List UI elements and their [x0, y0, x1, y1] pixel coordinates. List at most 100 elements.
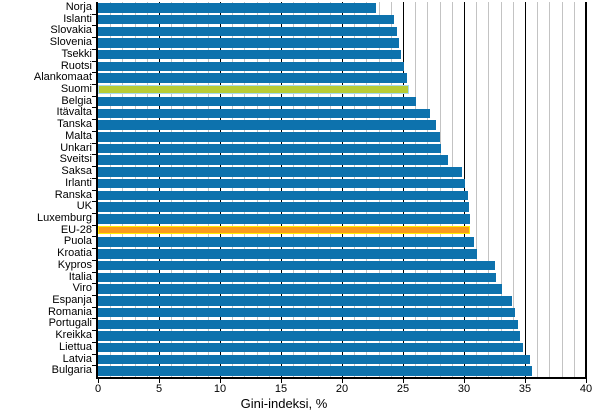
y-label-it-valta: Itävalta: [56, 106, 92, 119]
major-gridline: [403, 2, 404, 377]
bar-espanja: [98, 296, 512, 306]
y-label-viro: Viro: [72, 282, 92, 295]
bar-kypros: [98, 260, 495, 271]
y-axis-tick: [92, 13, 96, 15]
bar-portugali: [98, 319, 518, 330]
y-label-saksa: Saksa: [61, 165, 92, 178]
y-label-latvia: Latvia: [62, 352, 92, 365]
y-label-suomi: Suomi: [60, 83, 92, 96]
y-axis-line: [96, 2, 98, 379]
y-label-puola: Puola: [63, 235, 92, 248]
y-axis-tick: [92, 318, 96, 320]
minor-gridline: [500, 2, 502, 377]
y-axis-tick: [92, 283, 96, 285]
y-axis-tick: [92, 294, 96, 296]
bar-liettua: [98, 342, 523, 353]
y-axis-tick: [92, 37, 96, 39]
bar-uk: [98, 202, 469, 212]
minor-gridline: [476, 2, 478, 377]
x-axis-tick: [586, 379, 587, 383]
minor-gridline: [232, 2, 234, 377]
x-label-35: 35: [518, 383, 532, 395]
y-label-kreikka: Kreikka: [55, 329, 92, 342]
bar-ruotsi: [98, 61, 405, 72]
minor-gridline: [427, 2, 429, 377]
x-axis-tick: [220, 379, 221, 383]
y-axis-tick: [92, 236, 96, 238]
minor-gridline: [512, 2, 514, 377]
major-gridline: [342, 2, 343, 377]
bar-norja: [98, 3, 377, 13]
x-label-10: 10: [213, 383, 227, 395]
y-axis-tick: [92, 25, 96, 27]
y-axis-tick: [92, 330, 96, 332]
minor-gridline: [293, 2, 295, 377]
y-label-irlanti: Irlanti: [65, 176, 92, 189]
bar-latvia: [98, 354, 530, 365]
x-axis-tick: [342, 379, 343, 383]
bar-bulgaria: [98, 366, 533, 376]
x-axis-tick: [525, 379, 526, 383]
y-label-islanti: Islanti: [63, 12, 92, 25]
y-axis-tick: [92, 84, 96, 86]
minor-gridline: [195, 2, 197, 377]
y-axis-tick: [92, 212, 96, 214]
major-gridline: [159, 2, 160, 377]
minor-gridline: [549, 2, 551, 377]
y-axis-tick: [92, 166, 96, 168]
x-axis-line: [96, 377, 587, 379]
bar-belgia: [98, 96, 417, 107]
minor-gridline: [317, 2, 319, 377]
minor-gridline: [561, 2, 563, 377]
bar-irlanti: [98, 178, 466, 189]
x-label-40: 40: [579, 383, 593, 395]
x-label-5: 5: [155, 383, 163, 395]
y-label-sveitsi: Sveitsi: [59, 153, 92, 166]
minor-gridline: [354, 2, 356, 377]
y-label-ranska: Ranska: [54, 188, 92, 201]
y-axis-tick: [92, 224, 96, 226]
y-label-unkari: Unkari: [60, 141, 92, 154]
y-label-tanska: Tanska: [57, 118, 92, 131]
y-label-belgia: Belgia: [61, 94, 92, 107]
minor-gridline: [171, 2, 173, 377]
y-label-slovakia: Slovakia: [50, 24, 92, 37]
x-axis-tick: [281, 379, 282, 383]
minor-gridline: [378, 2, 380, 377]
bar-it-valta: [98, 108, 430, 119]
y-label-tsekki: Tsekki: [61, 47, 92, 60]
bar-malta: [98, 132, 440, 142]
x-axis-tick: [464, 379, 465, 383]
minor-gridline: [183, 2, 185, 377]
plot-right-border: [585, 2, 587, 379]
y-axis-tick: [92, 119, 96, 121]
bar-unkari: [98, 143, 441, 154]
minor-gridline: [537, 2, 539, 377]
y-axis-tick: [92, 154, 96, 156]
y-axis-tick: [92, 60, 96, 62]
y-label-bulgaria: Bulgaria: [51, 364, 92, 377]
bar-puola: [98, 237, 474, 247]
y-axis-tick: [92, 306, 96, 308]
bar-kroatia: [98, 249, 478, 259]
x-label-15: 15: [274, 383, 288, 395]
y-axis-tick: [92, 201, 96, 203]
minor-gridline: [268, 2, 270, 377]
y-label-italia: Italia: [68, 270, 92, 283]
bar-luxemburg: [98, 214, 471, 224]
major-gridline: [464, 2, 465, 377]
y-axis-tick: [92, 259, 96, 261]
x-label-20: 20: [335, 383, 349, 395]
y-label-portugali: Portugali: [48, 317, 92, 330]
bar-slovenia: [98, 38, 400, 48]
bar-tsekki: [98, 49, 401, 60]
bar-ranska: [98, 190, 468, 201]
y-label-kroatia: Kroatia: [57, 247, 92, 260]
y-label-alankomaat: Alankomaat: [33, 71, 92, 84]
major-gridline: [525, 2, 526, 377]
minor-gridline: [451, 2, 453, 377]
y-label-romania: Romania: [47, 305, 92, 318]
minor-gridline: [146, 2, 148, 377]
bar-tanska: [98, 120, 436, 130]
y-axis-tick: [92, 177, 96, 179]
